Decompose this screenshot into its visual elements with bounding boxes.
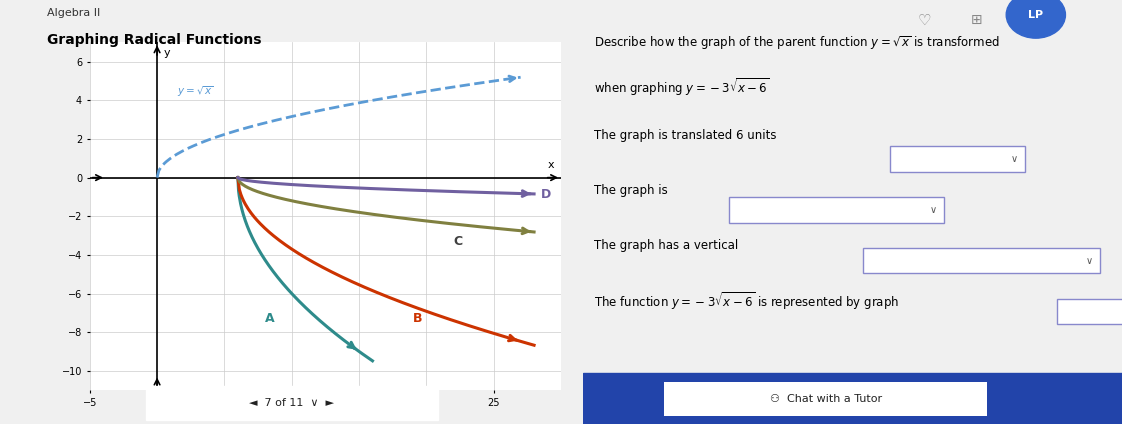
Text: ♡: ♡ [918, 13, 931, 28]
Text: The graph is translated 6 units: The graph is translated 6 units [595, 129, 776, 142]
Text: ∨: ∨ [930, 205, 937, 215]
Bar [146, 386, 438, 420]
Bar [864, 248, 1101, 273]
Text: LP: LP [1028, 10, 1043, 20]
Bar [1057, 299, 1122, 324]
Text: B: B [413, 312, 422, 326]
Text: ⊞: ⊞ [972, 13, 983, 27]
Text: Graphing Radical Functions: Graphing Radical Functions [47, 33, 261, 47]
Text: Algebra II: Algebra II [47, 8, 100, 18]
Text: ⚇  Chat with a Tutor: ⚇ Chat with a Tutor [770, 393, 882, 404]
Text: when graphing $y = -3\sqrt{x-6}$: when graphing $y = -3\sqrt{x-6}$ [595, 76, 770, 98]
Text: The graph is: The graph is [595, 184, 668, 197]
Text: ◄  7 of 11  ∨  ►: ◄ 7 of 11 ∨ ► [249, 398, 334, 408]
Circle shape [1006, 0, 1066, 38]
Text: ∨: ∨ [1086, 256, 1093, 266]
Text: $y = \sqrt{x}$: $y = \sqrt{x}$ [177, 84, 214, 98]
Text: The function $y = -3\sqrt{x-6}$ is represented by graph: The function $y = -3\sqrt{x-6}$ is repre… [595, 290, 900, 312]
Text: ∨: ∨ [1011, 154, 1018, 164]
Text: x: x [548, 160, 554, 170]
Text: y: y [164, 48, 171, 58]
Bar [664, 382, 987, 416]
Text: C: C [453, 235, 462, 248]
Text: A: A [265, 312, 275, 326]
Text: Describe how the graph of the parent function $y = \sqrt{x}$ is transformed: Describe how the graph of the parent fun… [595, 34, 1000, 52]
Bar [729, 197, 945, 223]
Text: The graph has a vertical: The graph has a vertical [595, 240, 738, 252]
Text: D: D [541, 188, 551, 201]
Bar [583, 373, 1122, 424]
Bar [891, 146, 1026, 172]
